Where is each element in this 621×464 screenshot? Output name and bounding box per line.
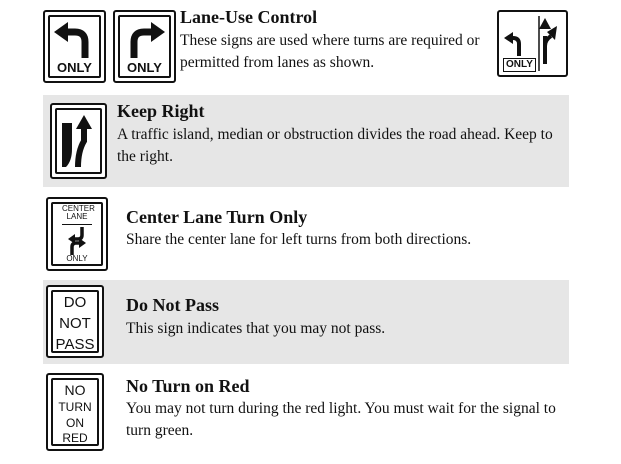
center-lane-label: CENTER LANE bbox=[62, 204, 95, 225]
do-not-pass-sign: DO NOT PASS bbox=[46, 285, 104, 358]
sign-only-label: ONLY bbox=[503, 58, 536, 72]
section-title: No Turn on Red bbox=[126, 376, 250, 396]
left-turn-and-through-arrows-icon bbox=[504, 16, 557, 71]
section-title: Keep Right bbox=[117, 101, 205, 121]
sign-line: DO bbox=[63, 294, 87, 311]
section-description: You may not turn during the red light. Y… bbox=[126, 400, 556, 439]
do-not-pass-band bbox=[43, 280, 569, 364]
section-title: Center Lane Turn Only bbox=[126, 207, 308, 227]
two-way-left-turn-arrows-icon bbox=[68, 227, 86, 255]
left-and-through-only-sign: ONLY bbox=[497, 10, 568, 77]
sign-line: PASS bbox=[55, 336, 95, 353]
no-turn-on-red-sign: NO TURN ON RED bbox=[46, 373, 104, 451]
section-title: Do Not Pass bbox=[126, 295, 219, 315]
center-lane-turn-only-sign: CENTER LANE ONLY bbox=[46, 197, 108, 271]
sign-only-label: ONLY bbox=[127, 60, 162, 75]
section-description: Share the center lane for left turns fro… bbox=[126, 231, 472, 248]
sign-line: NO bbox=[64, 382, 86, 398]
section-title: Lane-Use Control bbox=[180, 7, 318, 27]
right-turn-arrow-icon bbox=[130, 22, 165, 58]
sign-line: ON bbox=[66, 416, 84, 430]
sign-line: NOT bbox=[59, 315, 91, 332]
sign-line: TURN bbox=[58, 400, 92, 414]
keep-right-band bbox=[43, 95, 569, 187]
left-turn-arrow-icon bbox=[54, 22, 89, 58]
right-turn-only-sign: ONLY bbox=[113, 10, 176, 83]
section-description: A traffic island, median or obstruction … bbox=[117, 126, 553, 165]
section-description: This sign indicates that you may not pas… bbox=[126, 320, 386, 337]
keep-right-arrow-icon bbox=[62, 115, 92, 168]
left-turn-only-sign: ONLY bbox=[43, 10, 106, 83]
sign-only-label: ONLY bbox=[66, 254, 88, 263]
section-description: These signs are used where turns are req… bbox=[180, 32, 480, 71]
keep-right-sign bbox=[50, 103, 107, 179]
sign-line: RED bbox=[62, 431, 88, 445]
sign-only-label: ONLY bbox=[57, 60, 92, 75]
